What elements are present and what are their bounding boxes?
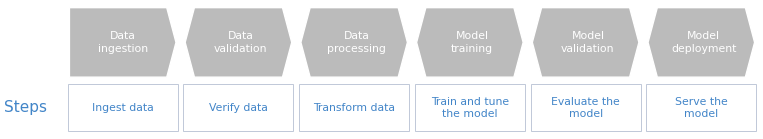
- Text: Serve the
model: Serve the model: [675, 96, 728, 119]
- Text: Data
ingestion: Data ingestion: [98, 31, 148, 54]
- Text: Model
deployment: Model deployment: [671, 31, 736, 54]
- FancyBboxPatch shape: [530, 84, 641, 131]
- FancyBboxPatch shape: [415, 84, 525, 131]
- FancyBboxPatch shape: [299, 84, 409, 131]
- Text: Train and tune
the model: Train and tune the model: [431, 96, 509, 119]
- Text: Evaluate the
model: Evaluate the model: [551, 96, 620, 119]
- Text: Data
processing: Data processing: [327, 31, 386, 54]
- Polygon shape: [533, 8, 639, 77]
- Polygon shape: [301, 8, 407, 77]
- Text: Steps: Steps: [4, 100, 47, 115]
- Text: Model
validation: Model validation: [561, 31, 615, 54]
- FancyBboxPatch shape: [68, 84, 178, 131]
- Text: Ingest data: Ingest data: [92, 103, 153, 113]
- Text: Transform data: Transform data: [313, 103, 395, 113]
- Polygon shape: [417, 8, 523, 77]
- Polygon shape: [185, 8, 291, 77]
- FancyBboxPatch shape: [183, 84, 294, 131]
- Text: Model
training: Model training: [451, 31, 493, 54]
- Text: Verify data: Verify data: [209, 103, 268, 113]
- FancyBboxPatch shape: [646, 84, 756, 131]
- Polygon shape: [69, 8, 176, 77]
- Polygon shape: [648, 8, 755, 77]
- Text: Data
validation: Data validation: [214, 31, 268, 54]
